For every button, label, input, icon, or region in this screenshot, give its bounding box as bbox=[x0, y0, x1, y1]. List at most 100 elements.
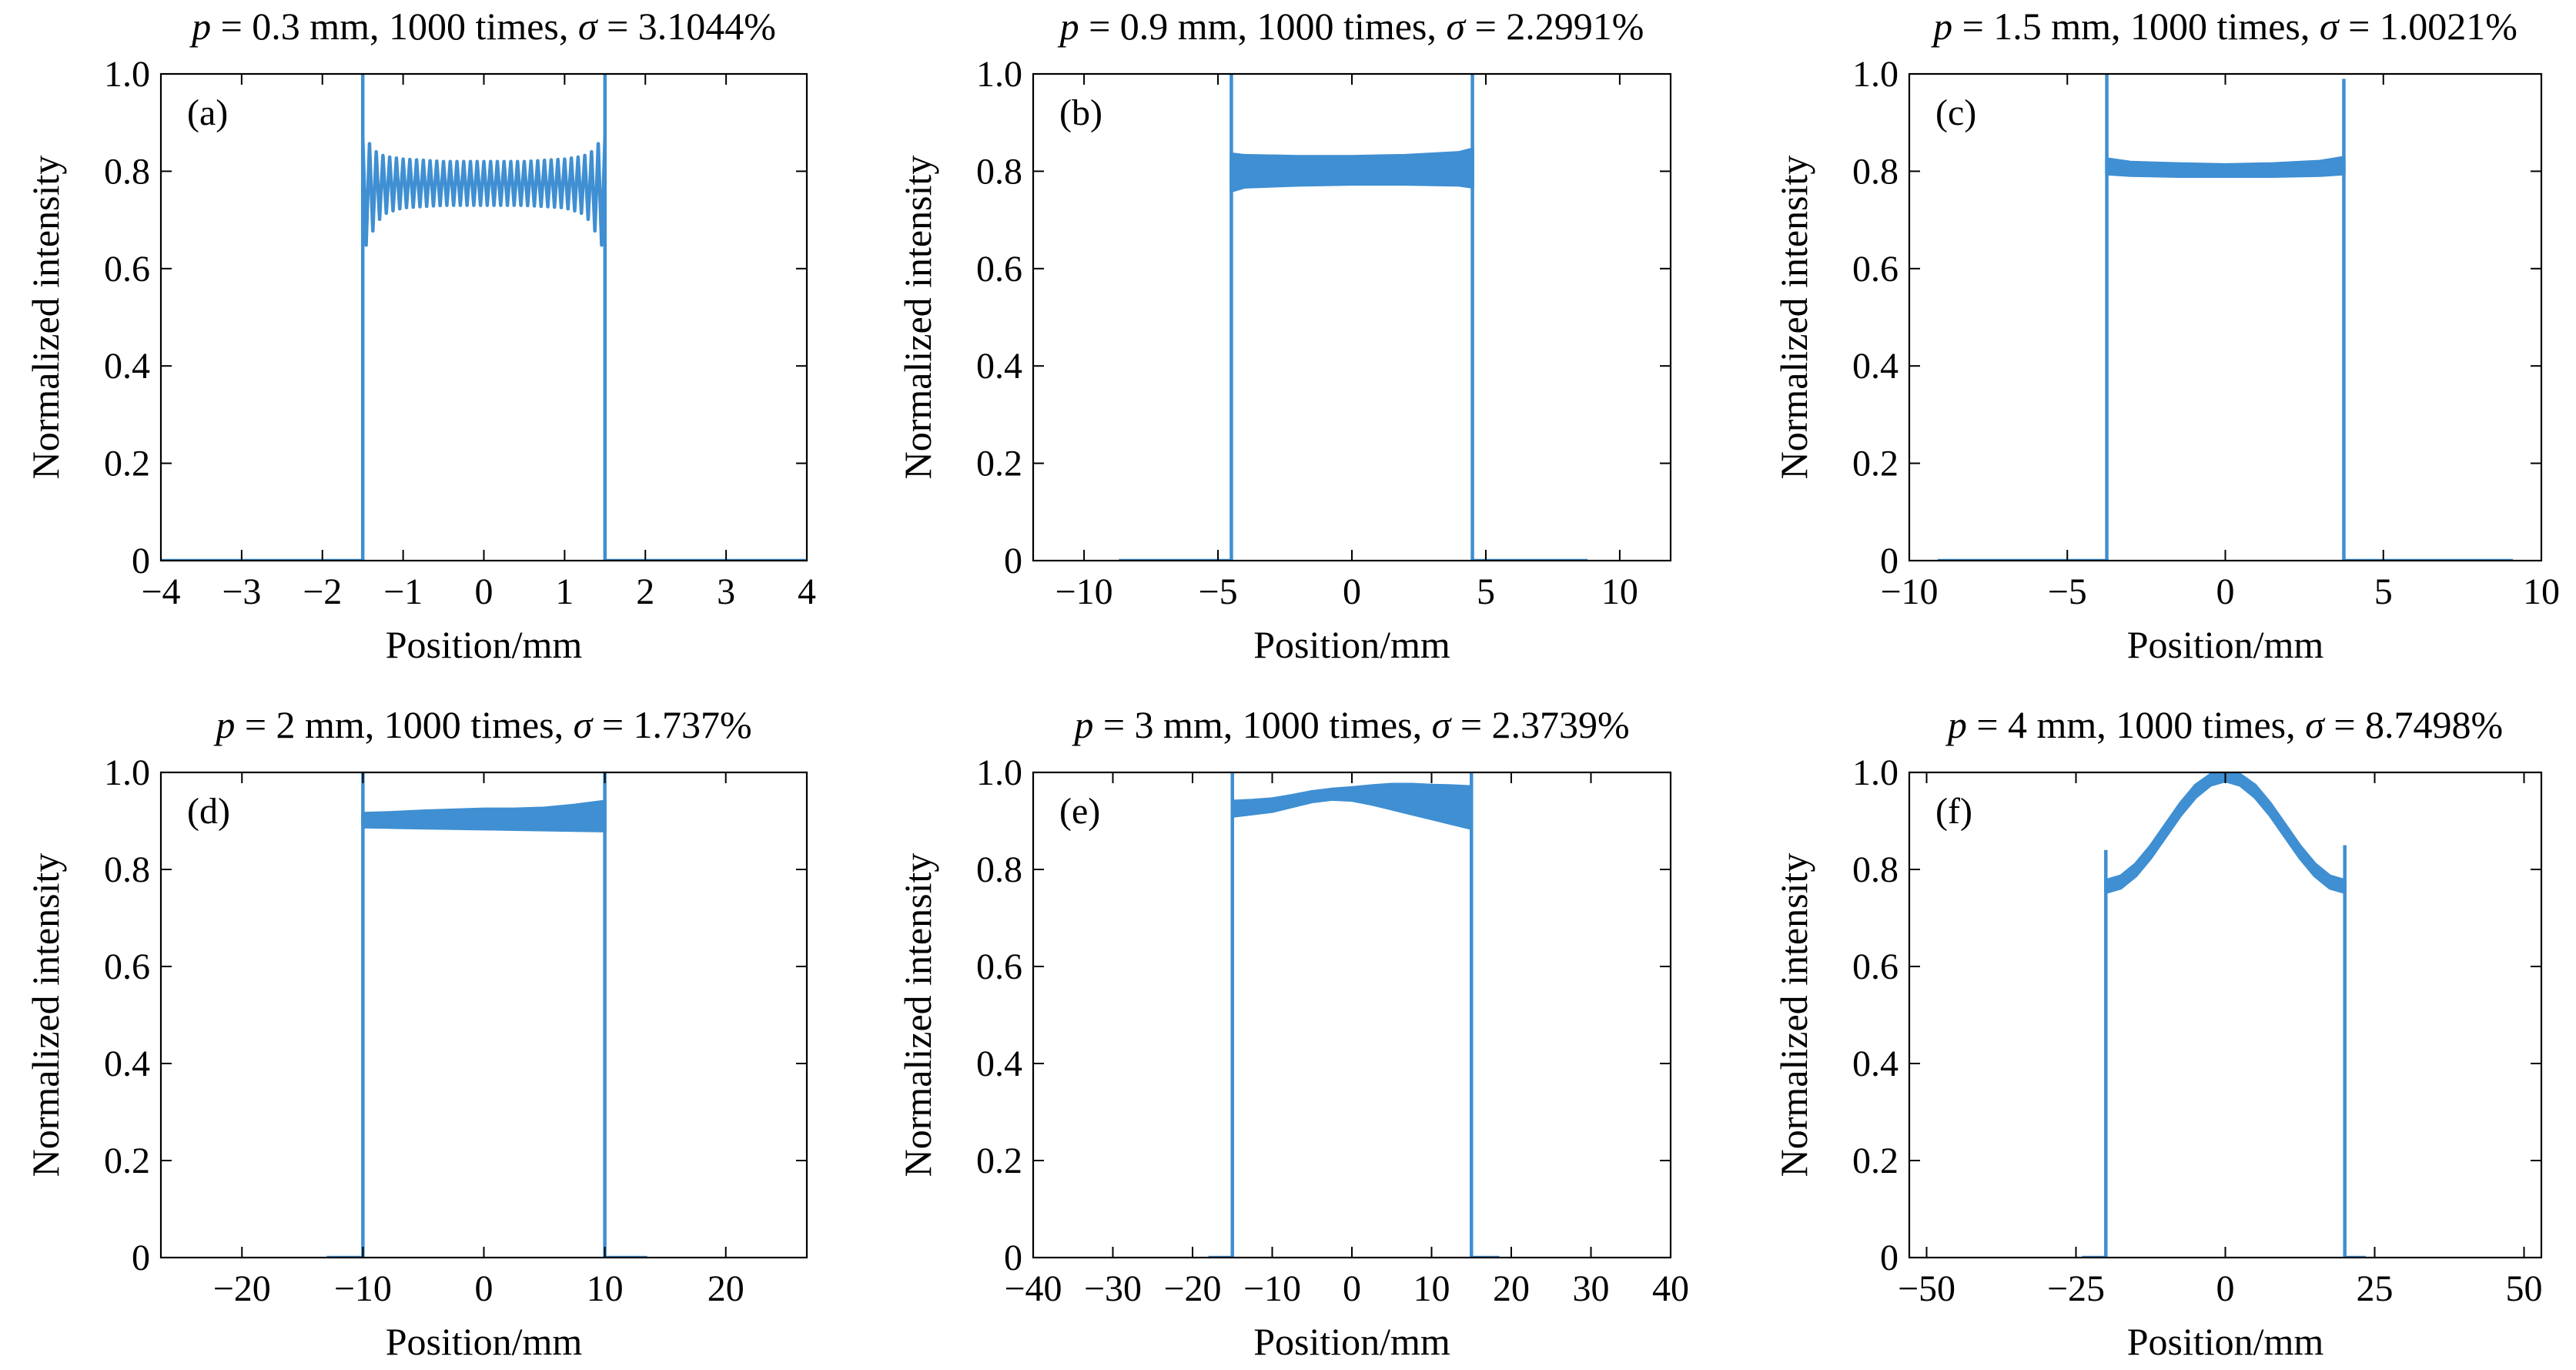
panel-title: p = 0.3 mm, 1000 times, σ = 3.1044% bbox=[189, 5, 776, 48]
x-tick-label: 10 bbox=[2523, 571, 2560, 612]
panel-c: −10 −5 0 5 10 0 0.2 0.4 0.6 0.8 1.0 p = 1.5 mm, 100… bbox=[1772, 5, 2560, 666]
x-tick-label: 3 bbox=[717, 571, 735, 612]
panel-label: (d) bbox=[187, 791, 230, 832]
x-axis-label: Position/mm bbox=[2127, 1320, 2324, 1363]
x-axis-label: Position/mm bbox=[2127, 623, 2324, 666]
y-tick-label: 0.6 bbox=[976, 249, 1022, 290]
x-tick-label: −40 bbox=[1004, 1268, 1062, 1309]
x-tick-label: −10 bbox=[1880, 571, 1938, 612]
y-tick-label: 0.2 bbox=[1852, 444, 1899, 484]
y-tick-label: 1.0 bbox=[1852, 752, 1899, 793]
x-tick-label: 10 bbox=[587, 1268, 624, 1309]
intensity-band bbox=[360, 137, 607, 247]
y-tick-label: 0.6 bbox=[1852, 946, 1899, 987]
y-tick-label: 0.6 bbox=[976, 946, 1022, 987]
y-tick-label: 0 bbox=[1880, 541, 1899, 581]
title-text: = 1.5 mm, 1000 times, bbox=[1952, 5, 2320, 48]
panel-label: (f) bbox=[1935, 791, 1972, 832]
math-symbol: p bbox=[1058, 5, 1079, 48]
x-tick-label: −50 bbox=[1898, 1268, 1955, 1309]
math-symbol: σ bbox=[1432, 703, 1453, 746]
x-tick-label: 1 bbox=[555, 571, 574, 612]
y-tick-label: 0.2 bbox=[976, 444, 1022, 484]
x-tick-label: −30 bbox=[1084, 1268, 1142, 1309]
x-axis-label: Position/mm bbox=[386, 1320, 583, 1363]
y-axis-label: Normalized intensity bbox=[1772, 853, 1815, 1177]
x-tick-label: −4 bbox=[141, 571, 180, 612]
math-symbol: σ bbox=[574, 703, 594, 746]
title-text: = 4 mm, 1000 times, bbox=[1967, 703, 2305, 746]
title-text: = 0.9 mm, 1000 times, bbox=[1079, 5, 1447, 48]
title-text: = 3 mm, 1000 times, bbox=[1093, 703, 1431, 746]
x-tick-label: 5 bbox=[1477, 571, 1495, 612]
y-tick-label: 0.8 bbox=[976, 151, 1022, 192]
y-axis-label: Normalized intensity bbox=[896, 156, 939, 480]
x-axis-label: Position/mm bbox=[386, 623, 583, 666]
y-tick-label: 0.4 bbox=[1852, 1043, 1899, 1084]
math-symbol: p bbox=[189, 5, 211, 48]
x-tick-label: 25 bbox=[2356, 1268, 2393, 1309]
math-symbol: σ bbox=[1446, 5, 1467, 48]
y-tick-label: 0 bbox=[1880, 1238, 1899, 1278]
y-tick-label: 0.8 bbox=[1852, 151, 1899, 192]
y-tick-label: 0.6 bbox=[104, 946, 150, 987]
x-tick-label: 50 bbox=[2505, 1268, 2542, 1309]
x-tick-label: −3 bbox=[222, 571, 261, 612]
x-tick-label: −25 bbox=[2047, 1268, 2105, 1309]
y-tick-label: 0.4 bbox=[976, 346, 1022, 387]
y-tick-label: 0.4 bbox=[104, 1043, 150, 1084]
x-tick-label: −5 bbox=[2048, 571, 2087, 612]
x-tick-label: 0 bbox=[2216, 571, 2235, 612]
panel-title: p = 4 mm, 1000 times, σ = 8.7498% bbox=[1945, 703, 2503, 746]
y-axis-label: Normalized intensity bbox=[896, 853, 939, 1177]
math-symbol: σ bbox=[2305, 703, 2326, 746]
title-text: = 0.3 mm, 1000 times, bbox=[211, 5, 578, 48]
title-text: = 2.3739% bbox=[1450, 703, 1629, 746]
math-symbol: p bbox=[213, 703, 235, 746]
intensity-band bbox=[1229, 147, 1474, 193]
y-tick-label: 0.8 bbox=[976, 849, 1022, 890]
x-tick-label: 0 bbox=[475, 1268, 493, 1309]
title-text: = 2 mm, 1000 times, bbox=[235, 703, 573, 746]
plot-data bbox=[2082, 772, 2366, 1258]
x-tick-label: 30 bbox=[1573, 1268, 1610, 1309]
y-tick-label: 0.4 bbox=[1852, 346, 1899, 387]
y-tick-label: 0.4 bbox=[104, 346, 150, 387]
x-tick-label: 0 bbox=[1343, 571, 1361, 612]
plot-data bbox=[326, 772, 647, 1258]
panel-a: −4 −3 −2 −1 0 1 2 3 4 0 0.2 0.4 0.6 0.8 1.0 p = 0.3 mm,… bbox=[24, 5, 816, 666]
x-tick-label: −5 bbox=[1199, 571, 1238, 612]
y-tick-label: 0.4 bbox=[976, 1043, 1022, 1084]
y-tick-label: 0.2 bbox=[976, 1141, 1022, 1181]
title-text: = 1.0021% bbox=[2339, 5, 2517, 48]
y-axis-label: Normalized intensity bbox=[1772, 156, 1815, 480]
panel-title: p = 2 mm, 1000 times, σ = 1.737% bbox=[213, 703, 751, 746]
plot-data bbox=[1208, 772, 1500, 1258]
plot-data bbox=[1937, 74, 2514, 561]
y-tick-label: 0 bbox=[1004, 1238, 1022, 1278]
x-tick-label: 10 bbox=[1413, 1268, 1450, 1309]
y-tick-label: 1.0 bbox=[104, 752, 150, 793]
title-text: = 2.2991% bbox=[1465, 5, 1644, 48]
math-symbol: p bbox=[1072, 703, 1093, 746]
y-tick-label: 0.8 bbox=[104, 151, 150, 192]
panel-e: −40 −30 −20 −10 0 10 20 30 40 0 0.2 0.4 0.6 0.8 1.0 p =… bbox=[896, 703, 1689, 1363]
x-tick-label: 20 bbox=[1493, 1268, 1530, 1309]
title-text: = 8.7498% bbox=[2324, 703, 2503, 746]
panel-label: (c) bbox=[1935, 92, 1976, 133]
panel-label: (a) bbox=[187, 92, 228, 133]
y-tick-label: 0.6 bbox=[1852, 249, 1899, 290]
y-tick-label: 0.6 bbox=[104, 249, 150, 290]
x-tick-label: 0 bbox=[2216, 1268, 2235, 1309]
y-axis-label: Normalized intensity bbox=[24, 853, 67, 1177]
math-symbol: p bbox=[1945, 703, 1967, 746]
y-axis-label: Normalized intensity bbox=[24, 156, 67, 480]
x-tick-label: −10 bbox=[1055, 571, 1113, 612]
x-tick-label: 0 bbox=[1343, 1268, 1361, 1309]
panel-d: −20 −10 0 10 20 0 0.2 0.4 0.6 0.8 1.0 p = 2 mm, 100… bbox=[24, 703, 808, 1363]
plot-data bbox=[1119, 74, 1588, 561]
x-tick-label: −20 bbox=[1163, 1268, 1221, 1309]
x-tick-label: −10 bbox=[1243, 1268, 1301, 1309]
x-tick-label: 0 bbox=[475, 571, 493, 612]
y-tick-label: 0.8 bbox=[104, 849, 150, 890]
